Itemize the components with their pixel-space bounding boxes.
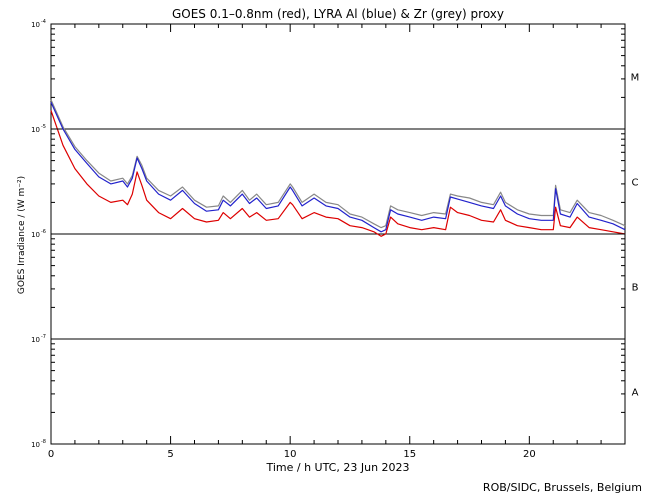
x-axis-label: Time / h UTC, 23 Jun 2023 [265,461,409,474]
flare-class-label-c: C [632,178,639,189]
y-tick-label: 10 [31,441,40,449]
y-tick-label: 10 [31,231,40,239]
y-tick-exponent: -6 [41,229,46,235]
flare-class-label-a: A [632,388,639,399]
y-tick-label: 10 [31,336,40,344]
x-tick-label: 10 [284,449,297,460]
series-line-goes-0-1-0-8nm [50,110,626,237]
series-line-lyra-zr-proxy [50,99,626,229]
x-tick-label: 15 [403,449,416,460]
y-tick-label: 10 [31,126,40,134]
y-tick-exponent: -5 [41,124,46,130]
flare-class-label-b: B [632,283,639,294]
chart-title: GOES 0.1–0.8nm (red), LYRA Al (blue) & Z… [172,7,504,21]
x-tick-label: 0 [48,449,54,460]
y-axis-label: GOES Irradiance / (W m⁻²) [17,176,27,294]
y-tick-label: 10 [31,21,40,29]
flare-class-label-m: M [631,73,640,84]
series-line-lyra-al-proxy [50,101,626,233]
y-tick-exponent: -8 [41,439,46,445]
credit-label: ROB/SIDC, Brussels, Belgium [482,481,642,494]
x-tick-label: 20 [523,449,536,460]
y-tick-exponent: -4 [41,19,46,25]
x-tick-label: 5 [167,449,173,460]
y-tick-exponent: -7 [41,334,46,340]
